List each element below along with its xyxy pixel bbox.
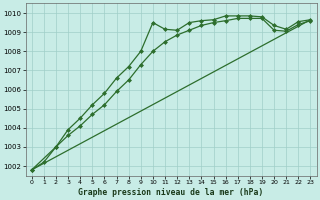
X-axis label: Graphe pression niveau de la mer (hPa): Graphe pression niveau de la mer (hPa)	[78, 188, 264, 197]
